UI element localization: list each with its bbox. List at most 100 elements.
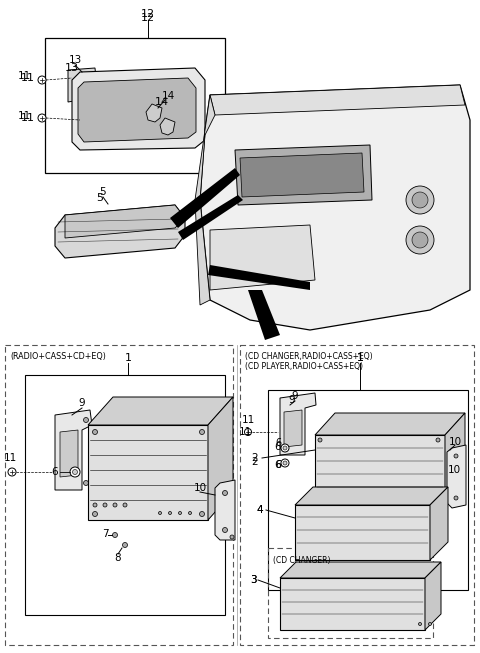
Circle shape — [84, 417, 88, 422]
Circle shape — [93, 511, 97, 517]
Text: 11: 11 — [17, 71, 31, 81]
Polygon shape — [200, 85, 470, 330]
Text: 2: 2 — [252, 453, 258, 463]
Bar — [45, 38, 225, 173]
Circle shape — [223, 528, 228, 532]
Text: 9: 9 — [292, 391, 298, 401]
Polygon shape — [445, 413, 465, 500]
Polygon shape — [430, 487, 448, 560]
Polygon shape — [280, 562, 441, 578]
Polygon shape — [146, 104, 162, 122]
Text: 10: 10 — [448, 437, 462, 447]
Bar — [268, 548, 433, 638]
Polygon shape — [65, 205, 185, 238]
Text: 1: 1 — [124, 353, 132, 363]
Bar — [315, 435, 445, 500]
Circle shape — [84, 481, 88, 485]
Circle shape — [406, 226, 434, 254]
Circle shape — [454, 454, 458, 458]
Polygon shape — [60, 430, 78, 477]
Polygon shape — [55, 205, 185, 258]
Circle shape — [436, 438, 440, 442]
Text: 4: 4 — [257, 505, 264, 515]
Circle shape — [429, 622, 432, 626]
Circle shape — [72, 470, 77, 475]
Polygon shape — [210, 85, 465, 115]
Polygon shape — [235, 145, 372, 205]
Polygon shape — [215, 480, 235, 540]
Circle shape — [244, 428, 252, 436]
Text: 11: 11 — [241, 415, 254, 425]
Polygon shape — [284, 410, 302, 447]
Polygon shape — [170, 168, 240, 228]
Text: 6: 6 — [275, 460, 281, 470]
Polygon shape — [208, 397, 233, 520]
Polygon shape — [425, 562, 441, 630]
Circle shape — [412, 232, 428, 248]
Polygon shape — [280, 393, 316, 455]
Polygon shape — [68, 68, 96, 102]
Bar — [268, 390, 468, 590]
Polygon shape — [210, 225, 315, 290]
Polygon shape — [315, 413, 465, 435]
Circle shape — [419, 622, 421, 626]
Circle shape — [283, 461, 287, 465]
Text: 5: 5 — [100, 187, 106, 197]
Circle shape — [179, 511, 181, 515]
Circle shape — [454, 496, 458, 500]
Bar — [5, 345, 233, 645]
Circle shape — [122, 543, 128, 547]
Text: 14: 14 — [161, 91, 175, 101]
Circle shape — [70, 467, 80, 477]
Text: 10: 10 — [193, 483, 206, 493]
Circle shape — [8, 468, 16, 476]
Circle shape — [112, 532, 118, 537]
Circle shape — [283, 446, 287, 450]
Text: 12: 12 — [141, 13, 155, 23]
Circle shape — [123, 503, 127, 507]
Circle shape — [318, 438, 322, 442]
Circle shape — [38, 114, 46, 122]
Text: 11: 11 — [21, 113, 35, 123]
Text: 9: 9 — [79, 398, 85, 408]
Text: 6: 6 — [52, 467, 58, 477]
Text: 4: 4 — [257, 505, 264, 515]
Polygon shape — [55, 410, 92, 490]
Text: 12: 12 — [141, 9, 155, 19]
Circle shape — [103, 503, 107, 507]
Polygon shape — [447, 445, 466, 508]
Polygon shape — [78, 78, 196, 142]
Text: 11: 11 — [17, 111, 31, 121]
Text: (CD PLAYER,RADIO+CASS+EQ): (CD PLAYER,RADIO+CASS+EQ) — [245, 362, 363, 372]
Circle shape — [189, 511, 192, 515]
Circle shape — [318, 492, 322, 496]
Text: 6: 6 — [275, 442, 281, 452]
Text: 11: 11 — [21, 73, 35, 83]
Text: 1: 1 — [357, 353, 363, 363]
Text: 1: 1 — [357, 353, 363, 363]
Polygon shape — [295, 487, 448, 505]
Bar — [280, 578, 425, 630]
Bar — [88, 425, 208, 520]
Circle shape — [93, 503, 97, 507]
Text: 7: 7 — [102, 529, 108, 539]
Circle shape — [436, 492, 440, 496]
Text: 3: 3 — [250, 575, 256, 585]
Circle shape — [412, 192, 428, 208]
Text: 2: 2 — [252, 457, 258, 467]
Text: (CD CHANGER): (CD CHANGER) — [273, 556, 331, 564]
Text: 6: 6 — [275, 438, 281, 448]
Bar — [240, 345, 474, 645]
Circle shape — [223, 490, 228, 496]
Polygon shape — [88, 397, 233, 425]
Circle shape — [406, 186, 434, 214]
Polygon shape — [178, 195, 243, 240]
Text: 8: 8 — [115, 553, 121, 563]
Polygon shape — [208, 265, 310, 290]
Circle shape — [230, 535, 234, 539]
Text: (RADIO+CASS+CD+EQ): (RADIO+CASS+CD+EQ) — [10, 353, 106, 362]
Text: 10: 10 — [447, 465, 461, 475]
Text: 11: 11 — [3, 453, 17, 463]
Text: 5: 5 — [96, 193, 104, 203]
Polygon shape — [72, 68, 205, 150]
